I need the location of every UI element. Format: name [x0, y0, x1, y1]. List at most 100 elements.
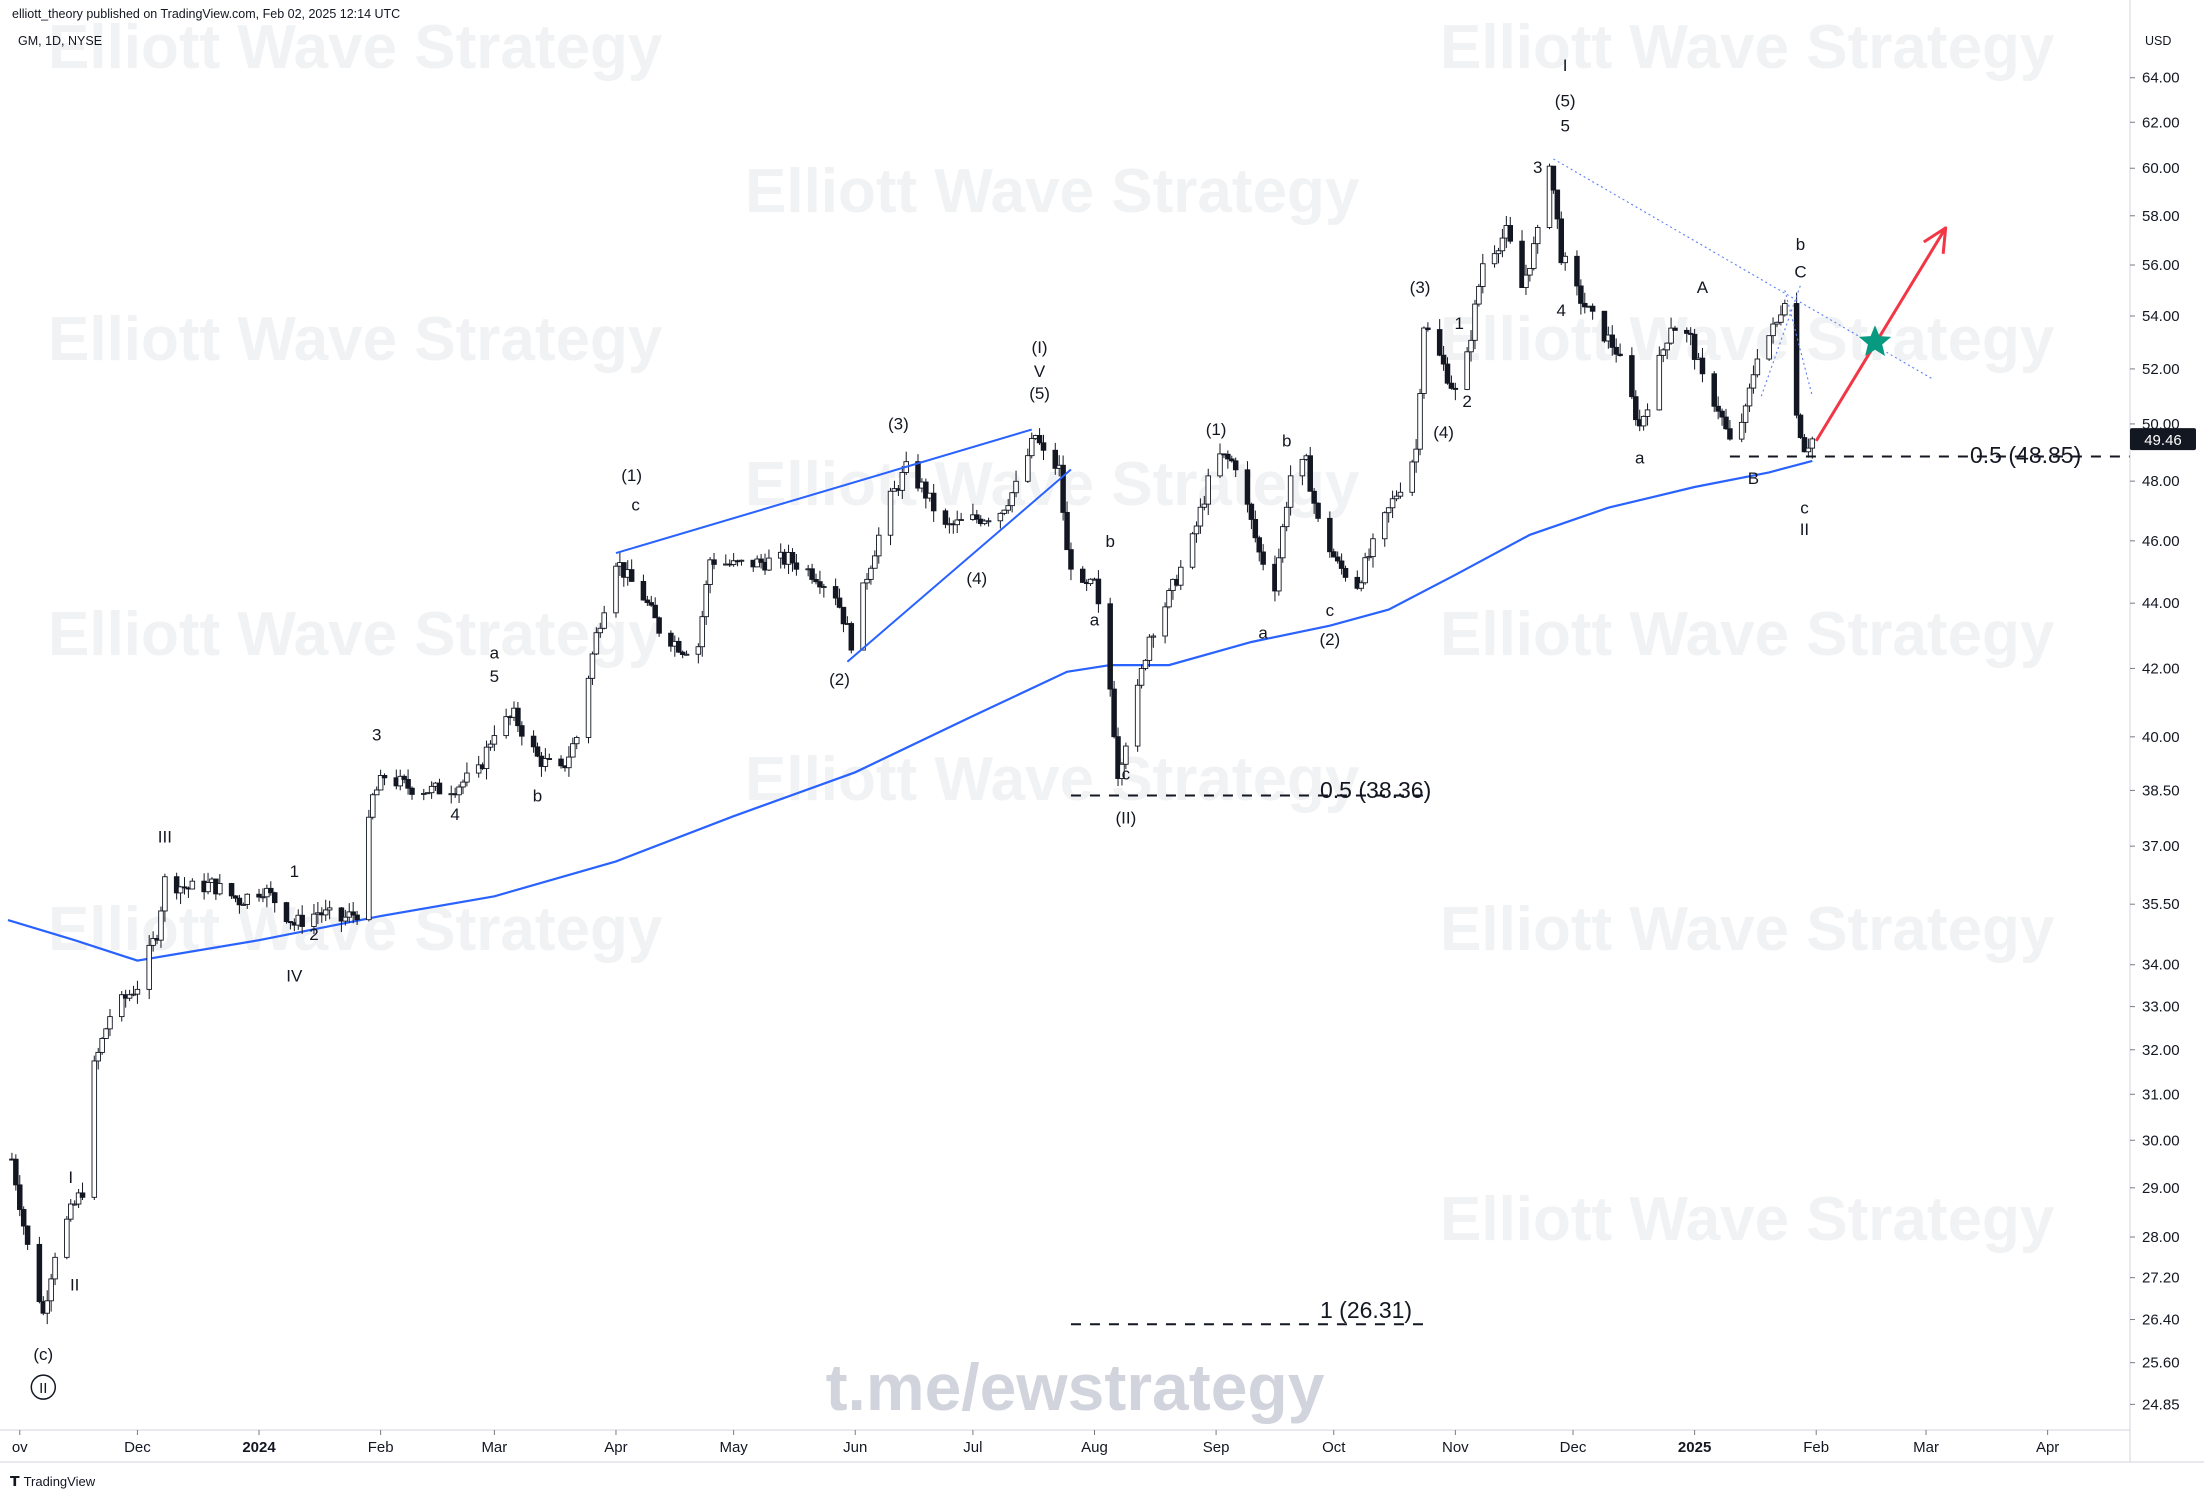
candle-up — [1421, 327, 1427, 394]
candle-up — [424, 792, 431, 795]
candle-down — [817, 581, 823, 588]
candle-up — [754, 558, 760, 568]
candle-up — [130, 993, 137, 996]
last-price-value: 49.46 — [2144, 432, 2182, 449]
channel-upper-line[interactable] — [615, 428, 1033, 555]
candle-up — [1123, 745, 1129, 765]
wave-label: (I) — [1032, 338, 1048, 357]
candle-up — [1499, 237, 1506, 252]
candle-up — [699, 616, 706, 648]
price-tick-label: 40.00 — [2142, 729, 2180, 746]
wave-label: C — [1794, 263, 1806, 282]
candle-up — [1393, 495, 1400, 500]
candle-down — [652, 604, 658, 619]
candle-down — [1079, 568, 1086, 583]
candle-down — [17, 1184, 23, 1210]
projection-arrow-line[interactable] — [1814, 227, 1947, 442]
tradingview-logo[interactable]: 𝗧 TradingView — [10, 1473, 95, 1490]
time-tick-label: Feb — [1803, 1439, 1829, 1456]
candle-down — [1260, 551, 1266, 565]
candle-down — [181, 886, 188, 889]
candle-up — [107, 1016, 113, 1030]
wedge-upper-line[interactable] — [1784, 290, 1813, 397]
candle-up — [1472, 303, 1478, 341]
candle-up — [1640, 415, 1647, 427]
wave-label: A — [1697, 278, 1709, 297]
time-tick-label: Dec — [124, 1439, 151, 1456]
time-tick-label: Nov — [1442, 1439, 1469, 1456]
watermark-text: Elliott Wave Strategy — [745, 745, 1360, 814]
candle-down — [1797, 414, 1804, 439]
candle-down — [232, 895, 239, 899]
candle-up — [1562, 255, 1568, 264]
candle-up — [585, 677, 592, 738]
candle-down — [1331, 551, 1337, 558]
candle-down — [24, 1225, 31, 1245]
candle-down — [1327, 517, 1333, 553]
candle-down — [832, 586, 839, 599]
candle-up — [1009, 492, 1015, 507]
candle-up — [366, 816, 372, 921]
candle-up — [1766, 335, 1772, 360]
candle-up — [1782, 303, 1788, 316]
price-tick-label: 33.00 — [2142, 999, 2180, 1016]
candle-up — [244, 893, 251, 905]
wave-label: c — [631, 496, 640, 515]
candle-down — [405, 778, 411, 789]
candle-down — [1225, 453, 1231, 460]
wave-label: B — [1748, 469, 1759, 488]
candle-up — [456, 786, 462, 796]
candle-up — [954, 519, 960, 526]
candle-up — [1809, 438, 1816, 449]
candle-up — [570, 743, 576, 758]
candle-up — [1005, 505, 1011, 511]
candle-up — [460, 781, 466, 788]
candle-down — [283, 902, 290, 922]
currency-label: USD — [2145, 34, 2172, 48]
candle-down — [256, 893, 262, 898]
candle-up — [1189, 533, 1196, 568]
candle-up — [71, 1203, 78, 1206]
candle-down — [1558, 218, 1565, 264]
candle-up — [899, 471, 906, 491]
wave-label: (5) — [1029, 384, 1050, 403]
wave-label: a — [1090, 611, 1100, 630]
candle-down — [1244, 469, 1251, 505]
wave-label: II — [70, 1276, 79, 1295]
price-tick-label: 24.85 — [2142, 1396, 2180, 1413]
candle-up — [146, 944, 152, 990]
wave-label: (2) — [1319, 630, 1340, 649]
candle-down — [1448, 382, 1455, 389]
candle-down — [923, 481, 929, 499]
wave-label: II — [1800, 520, 1809, 539]
candle-up — [428, 785, 435, 794]
candle-down — [668, 632, 674, 647]
candle-up — [981, 520, 988, 525]
candle-up — [1534, 227, 1541, 245]
channel-lower-line[interactable] — [846, 468, 1072, 663]
candle-up — [189, 880, 196, 890]
target-star-icon[interactable] — [1858, 325, 1892, 356]
candle-down — [793, 562, 800, 570]
candle-down — [1691, 333, 1698, 360]
candle-up — [589, 653, 596, 679]
fibonacci-levels[interactable]: 0.5 (48.85) 0.5 (38.36) 1 (26.31) — [1070, 442, 2130, 1326]
candle-down — [1311, 490, 1317, 504]
candle-up — [1193, 525, 1200, 535]
candle-up — [134, 988, 141, 995]
price-tick-label: 27.20 — [2142, 1270, 2180, 1287]
candle-up — [887, 490, 894, 536]
candle-up — [68, 1203, 74, 1220]
time-tick-label: May — [719, 1439, 748, 1456]
price-tick-label: 29.00 — [2142, 1180, 2180, 1197]
candle-up — [1778, 314, 1784, 323]
candle-up — [397, 775, 403, 787]
fib-level-label: 0.5 (38.36) — [1320, 777, 1431, 803]
projection-layer[interactable] — [1814, 226, 1948, 442]
candle-up — [150, 938, 156, 946]
candle-up — [162, 876, 168, 912]
candle-down — [1068, 549, 1074, 570]
wave-label: 1 — [1455, 314, 1464, 333]
wave-label: a — [490, 643, 500, 662]
